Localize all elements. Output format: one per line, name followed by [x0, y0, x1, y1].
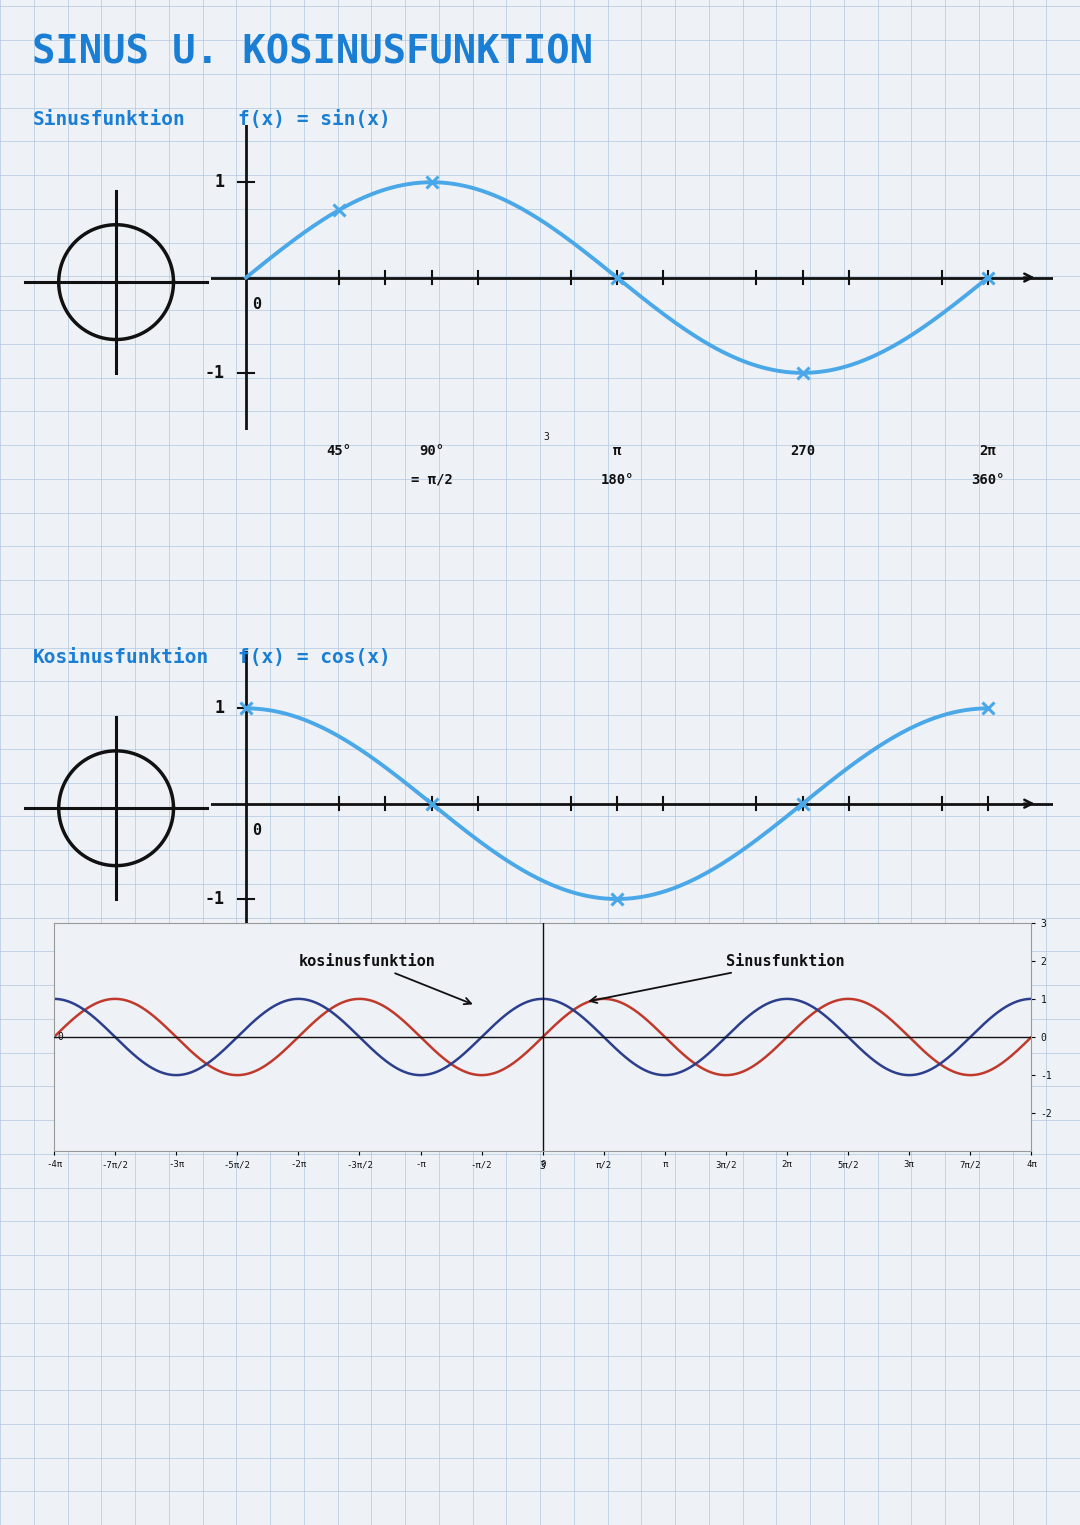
- Text: 180°: 180°: [600, 999, 634, 1013]
- Text: 270: 270: [789, 970, 815, 985]
- Text: 3: 3: [543, 432, 549, 442]
- Text: 180°: 180°: [600, 473, 634, 486]
- Text: 0: 0: [252, 824, 261, 837]
- Text: Sinusfunktion: Sinusfunktion: [32, 110, 185, 128]
- Text: 1: 1: [215, 700, 225, 717]
- Text: 1: 1: [215, 174, 225, 191]
- Text: -1: -1: [205, 364, 225, 381]
- Text: 90°: 90°: [419, 970, 444, 985]
- Text: π: π: [612, 970, 621, 985]
- Text: Sinusfunktion: Sinusfunktion: [590, 955, 845, 1003]
- Text: 2π: 2π: [980, 970, 997, 985]
- Text: π: π: [612, 444, 621, 459]
- Text: = π/2: = π/2: [410, 999, 453, 1013]
- Text: 360°: 360°: [971, 999, 1004, 1013]
- Text: kosinusfunktion: kosinusfunktion: [298, 955, 471, 1003]
- Text: f(x) = sin(x): f(x) = sin(x): [238, 110, 390, 128]
- Text: 0: 0: [252, 297, 261, 311]
- Text: 0: 0: [57, 1032, 63, 1042]
- Text: = π/2: = π/2: [410, 473, 453, 486]
- Text: f(x) = cos(x): f(x) = cos(x): [238, 648, 390, 666]
- Text: 360°: 360°: [971, 473, 1004, 486]
- Text: SINUS U. KOSINUSFUNKTION: SINUS U. KOSINUSFUNKTION: [32, 34, 593, 72]
- Text: -1: -1: [205, 891, 225, 907]
- Text: 45°: 45°: [326, 444, 351, 459]
- Text: 270: 270: [789, 444, 815, 459]
- Text: 3: 3: [540, 1161, 545, 1171]
- Text: 90°: 90°: [419, 444, 444, 459]
- Text: Kosinusfunktion: Kosinusfunktion: [32, 648, 208, 666]
- Text: 2π: 2π: [980, 444, 997, 459]
- Text: 45°: 45°: [326, 970, 351, 985]
